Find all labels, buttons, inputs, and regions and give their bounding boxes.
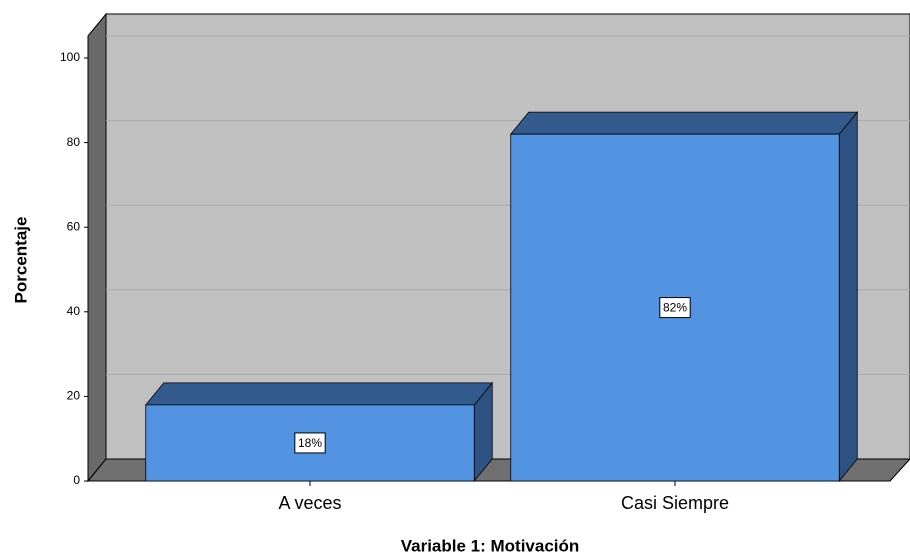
y-tick-label: 80 — [67, 135, 81, 149]
x-axis-title: Variable 1: Motivación — [401, 536, 580, 555]
y-tick-label: 0 — [73, 473, 80, 487]
value-label-box — [294, 432, 326, 454]
x-tick-label: Casi Siempre — [621, 493, 729, 513]
bar-top — [509, 111, 859, 135]
value-label: 82% — [663, 301, 687, 315]
y-tick-label: 40 — [67, 304, 81, 318]
x-tick-label: A veces — [278, 493, 341, 513]
side-wall — [87, 12, 107, 483]
bar-top — [144, 382, 494, 406]
value-label: 18% — [298, 436, 322, 450]
value-label-box — [659, 297, 691, 319]
y-tick-label: 20 — [67, 389, 81, 403]
y-tick-label: 60 — [67, 219, 81, 233]
y-tick-label: 100 — [60, 50, 80, 64]
y-axis-title: Porcentaje — [11, 217, 30, 304]
bar-side — [838, 111, 858, 483]
